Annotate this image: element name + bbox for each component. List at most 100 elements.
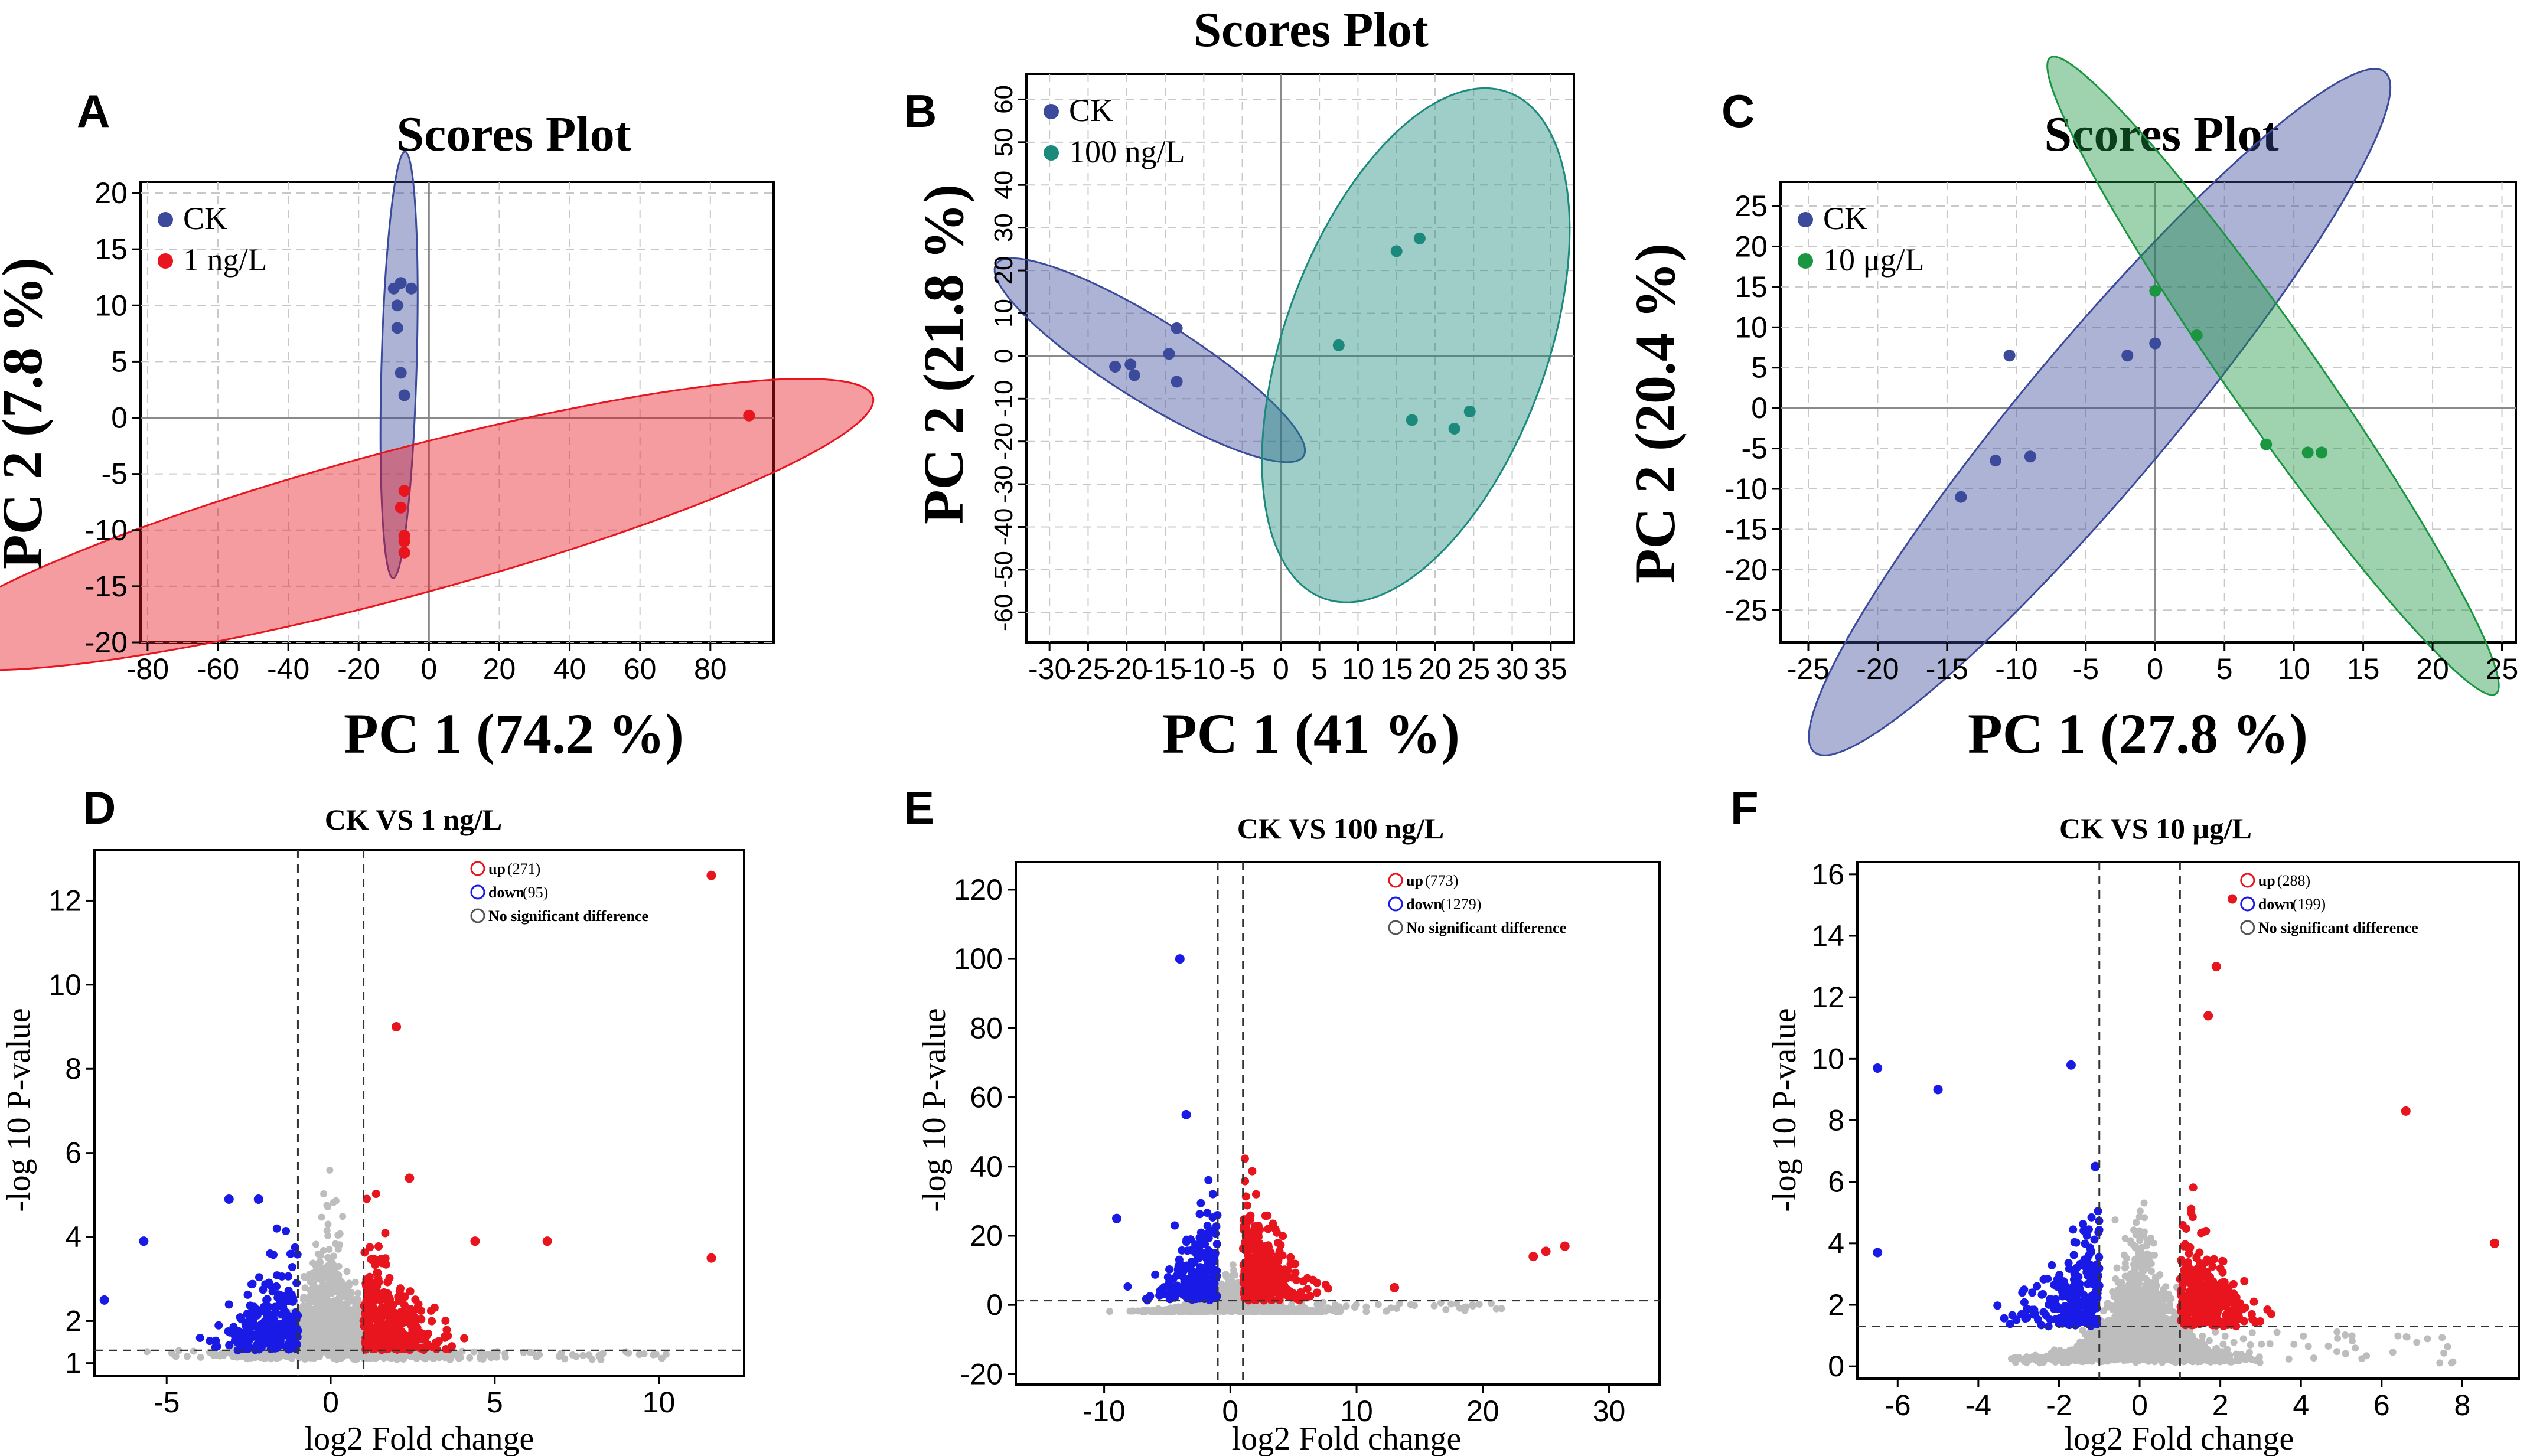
plot-frame xyxy=(1779,181,2517,644)
ns-point xyxy=(144,1348,151,1356)
up-point xyxy=(1243,1201,1252,1210)
legend-label: up xyxy=(488,860,506,877)
up-point xyxy=(363,1322,372,1331)
ns-point xyxy=(1362,1308,1370,1315)
up-point xyxy=(406,1287,415,1296)
data-point xyxy=(2190,329,2203,341)
ns-point xyxy=(470,1348,478,1356)
ns-point xyxy=(1224,1279,1232,1287)
down-point xyxy=(268,1338,276,1347)
x-tick-label: 20 xyxy=(1419,652,1452,685)
x-tick-label: -5 xyxy=(154,1386,180,1419)
legend-marker xyxy=(470,884,485,900)
y-tick-label: 2 xyxy=(65,1304,81,1337)
up-point xyxy=(360,1248,369,1257)
up-point xyxy=(373,1311,382,1320)
ns-point xyxy=(320,1264,328,1272)
up-point xyxy=(395,1287,404,1296)
ns-point xyxy=(596,1353,604,1361)
data-point xyxy=(398,485,410,497)
ns-point xyxy=(1492,1305,1500,1313)
down-point xyxy=(266,1249,275,1258)
ns-point xyxy=(1383,1307,1390,1315)
x-axis-title: PC 1 (74.2 %) xyxy=(344,702,684,765)
data-point xyxy=(743,409,755,422)
ns-point xyxy=(1374,1301,1382,1308)
ns-point xyxy=(335,1353,343,1361)
y-tick-label: -5 xyxy=(102,458,128,491)
ns-point xyxy=(305,1319,312,1327)
ns-point xyxy=(1106,1308,1114,1315)
y-tick-label: 12 xyxy=(48,884,81,917)
ns-point xyxy=(640,1350,648,1358)
ns-point xyxy=(320,1190,328,1197)
legend-marker xyxy=(1044,104,1059,119)
up-points xyxy=(1238,1154,1332,1305)
up-point xyxy=(367,1255,376,1264)
legend-marker xyxy=(1798,212,1813,227)
y-tick-label: -5 xyxy=(1742,432,1768,465)
ns-point xyxy=(650,1351,657,1359)
up-point xyxy=(1303,1285,1312,1294)
y-tick-label: -25 xyxy=(1725,593,1768,626)
y-axis-title: PC 2 (21.8 %) xyxy=(912,184,975,524)
ns-point xyxy=(354,1289,361,1297)
ns-point xyxy=(338,1289,346,1297)
ns-point xyxy=(331,1328,339,1336)
outlier-point xyxy=(224,1194,234,1204)
down-point xyxy=(279,1329,288,1338)
up-point xyxy=(377,1259,386,1268)
ns-point xyxy=(190,1347,197,1355)
ns-point xyxy=(457,1354,464,1362)
down-point xyxy=(213,1342,221,1351)
x-tick-label: 20 xyxy=(2416,652,2449,685)
y-tick-label: 4 xyxy=(65,1220,81,1253)
x-tick-label: -20 xyxy=(1856,652,1899,685)
down-point xyxy=(259,1285,268,1294)
legend-marker xyxy=(158,212,173,227)
x-tick-label: 5 xyxy=(487,1386,503,1419)
down-point xyxy=(244,1334,253,1343)
up-point xyxy=(399,1317,408,1326)
outlier-point xyxy=(392,1022,402,1032)
data-point xyxy=(2149,337,2161,350)
up-point xyxy=(1259,1288,1267,1297)
up-point xyxy=(444,1345,453,1354)
data-point xyxy=(1413,232,1426,244)
ns-point xyxy=(325,1246,333,1253)
down-point xyxy=(282,1227,291,1236)
up-point xyxy=(1274,1273,1283,1282)
x-tick-label: -80 xyxy=(126,652,169,685)
down-point xyxy=(236,1313,244,1322)
legend-label: CK xyxy=(183,201,227,236)
down-point xyxy=(272,1224,281,1233)
up-point xyxy=(1292,1275,1300,1284)
ns-point xyxy=(336,1230,344,1238)
y-tick-label: 60 xyxy=(989,85,1018,114)
data-point xyxy=(391,299,403,312)
down-point xyxy=(288,1262,296,1271)
ns-point xyxy=(1456,1304,1464,1312)
y-tick-label: -10 xyxy=(989,380,1018,417)
up-point xyxy=(385,1274,394,1282)
up-point xyxy=(1245,1295,1254,1304)
y-tick-label: -30 xyxy=(989,465,1018,503)
plot-title: Scores Plot xyxy=(1194,2,1428,57)
data-point xyxy=(1163,348,1175,360)
ns-point xyxy=(319,1247,327,1255)
legend-label: CK xyxy=(1823,201,1867,236)
x-tick-label: -30 xyxy=(1028,652,1071,685)
legend-label: 1 ng/L xyxy=(183,242,268,278)
y-tick-label: 1 xyxy=(65,1347,81,1380)
x-tick-label: 5 xyxy=(2216,652,2233,685)
data-point xyxy=(2024,450,2036,463)
up-point xyxy=(1280,1281,1289,1289)
data-point xyxy=(1463,406,1476,418)
plot-frame xyxy=(93,849,745,1377)
ns-point xyxy=(300,1353,308,1360)
ns-point xyxy=(305,1271,313,1278)
ns-point xyxy=(172,1353,180,1360)
ns-point xyxy=(1342,1302,1350,1310)
down-point xyxy=(1165,1265,1174,1274)
